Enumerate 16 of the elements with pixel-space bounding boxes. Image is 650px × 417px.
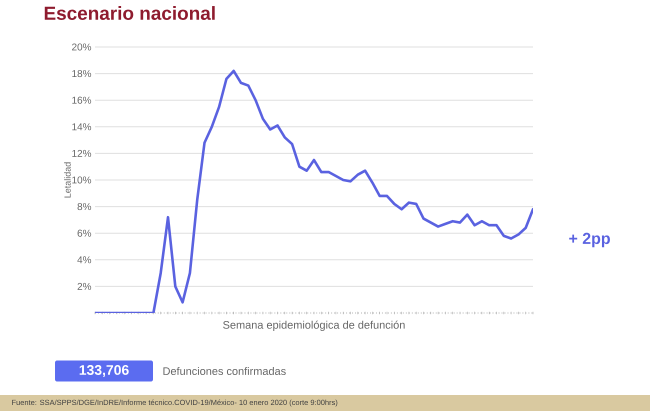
x-axis-title: Semana epidemiológica de defunción bbox=[223, 320, 405, 331]
y-tick-label: 10% bbox=[72, 176, 92, 184]
y-tick-label: 14% bbox=[72, 123, 92, 130]
y-tick-label: 12% bbox=[72, 150, 92, 157]
y-axis-title: Letalidad bbox=[64, 162, 71, 198]
y-tick-label: 4% bbox=[77, 256, 92, 264]
y-tick-label: 18% bbox=[72, 70, 92, 78]
y-tick-label: 20% bbox=[72, 43, 92, 51]
y-tick-label: 8% bbox=[78, 203, 92, 210]
chart-title: Escenario nacional bbox=[44, 6, 215, 20]
y-tick-label: 6% bbox=[78, 230, 92, 237]
text: 133,706 bbox=[80, 365, 129, 377]
y-tick-label: 16% bbox=[72, 96, 92, 104]
y-tick-label: 2% bbox=[78, 282, 92, 290]
text: + 2pp bbox=[569, 232, 610, 248]
text: Defunciones confirmadas bbox=[163, 366, 286, 376]
